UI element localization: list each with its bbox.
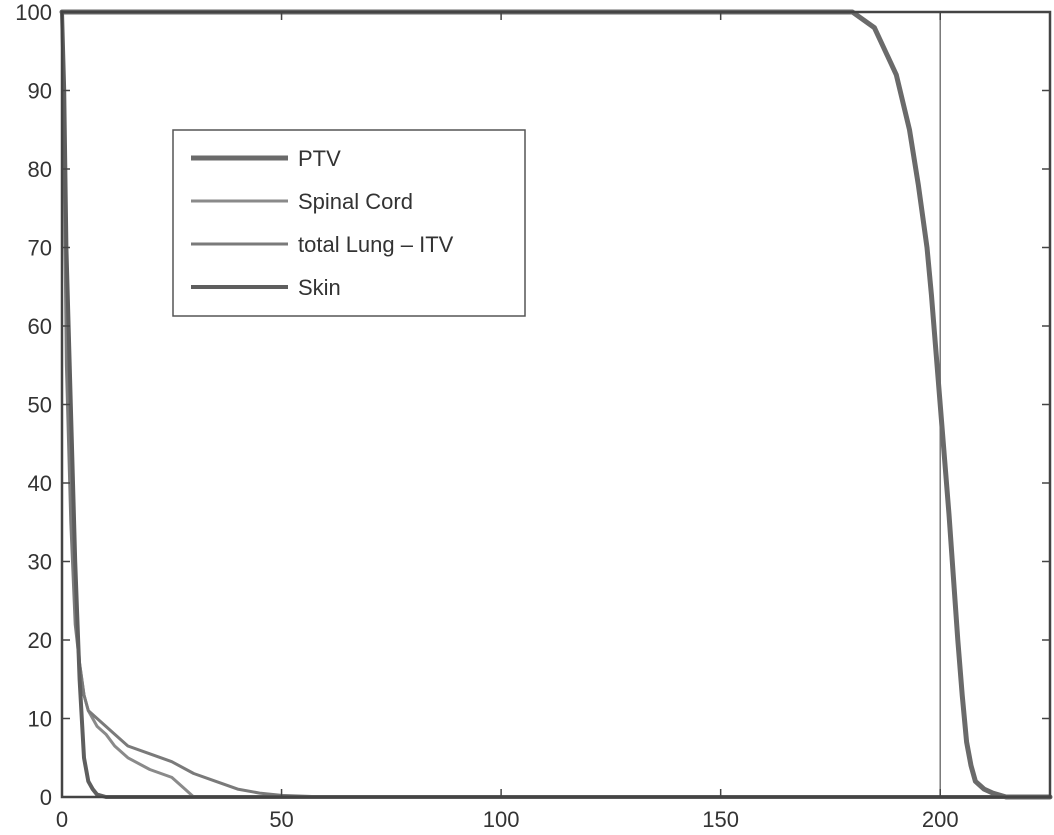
legend-label: total Lung – ITV [298, 232, 454, 257]
series-line-ptv [59, 9, 1053, 800]
x-tick-label: 200 [922, 807, 959, 832]
y-tick-label: 10 [28, 707, 52, 732]
x-tick-label: 150 [702, 807, 739, 832]
legend-label: Spinal Cord [298, 189, 413, 214]
y-tick-label: 60 [28, 314, 52, 339]
y-tick-label: 40 [28, 471, 52, 496]
legend-label: PTV [298, 146, 341, 171]
y-tick-label: 30 [28, 550, 52, 575]
y-tick-label: 0 [40, 785, 52, 810]
ticks: 0 10 20 30 40 50 60 70 80 90 100 0 50 100 150 200 [15, 0, 1050, 832]
x-tick-label: 100 [483, 807, 520, 832]
y-tick-label: 100 [15, 0, 52, 25]
x-tick-label: 50 [269, 807, 293, 832]
y-tick-label: 50 [28, 393, 52, 418]
legend-label: Skin [298, 275, 341, 300]
y-tick-label: 90 [28, 79, 52, 104]
legend: PTV Spinal Cord total Lung – ITV Skin [172, 129, 526, 317]
y-tick-label: 70 [28, 236, 52, 261]
y-tick-label: 80 [28, 157, 52, 182]
y-tick-label: 20 [28, 628, 52, 653]
series-line-skin [60, 10, 1052, 799]
series-line-total-lung-itv [60, 10, 1052, 799]
x-tick-label: 0 [56, 807, 68, 832]
series-group [59, 9, 1053, 800]
